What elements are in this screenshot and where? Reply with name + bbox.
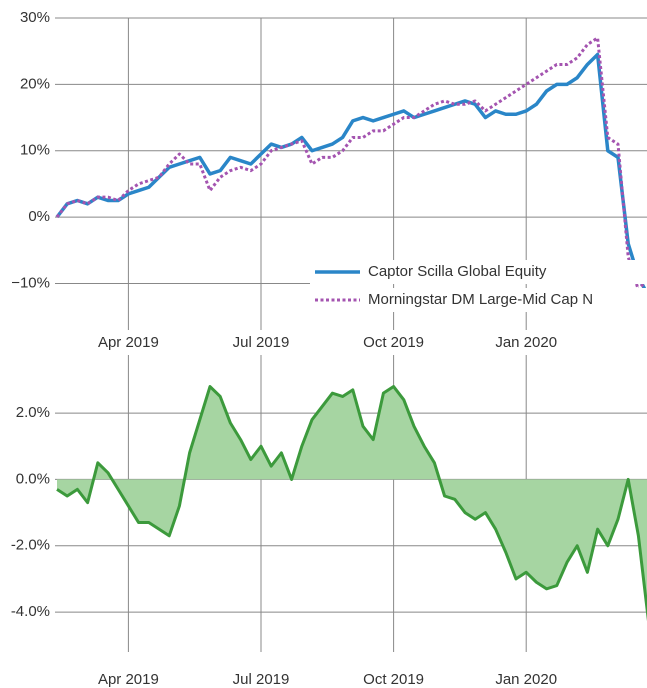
y-tick-label: 0% <box>28 208 50 225</box>
x-tick-label: Oct 2019 <box>363 334 424 351</box>
x-tick-label: Oct 2019 <box>363 671 424 688</box>
y-tick-label: -2.0% <box>11 537 50 554</box>
y-tick-label: -4.0% <box>11 603 50 620</box>
x-tick-label: Jul 2019 <box>233 334 290 351</box>
series-line <box>55 36 647 292</box>
legend-label: Morningstar DM Large-Mid Cap N <box>368 291 593 308</box>
y-tick-label: 20% <box>20 75 50 92</box>
x-tick-label: Apr 2019 <box>98 334 159 351</box>
legend-label: Captor Scilla Global Equity <box>368 263 547 280</box>
x-tick-label: Jul 2019 <box>233 671 290 688</box>
x-tick-label: Jan 2020 <box>495 671 557 688</box>
legend-background <box>310 288 647 312</box>
series-line <box>55 52 647 298</box>
y-tick-label: 10% <box>20 142 50 159</box>
area-fill <box>57 386 647 609</box>
x-tick-label: Jan 2020 <box>495 334 557 351</box>
y-tick-label: 0.0% <box>16 470 50 487</box>
x-tick-label: Apr 2019 <box>98 671 159 688</box>
y-tick-label: 2.0% <box>16 404 50 421</box>
legend-background <box>310 260 647 284</box>
series-line <box>56 385 647 622</box>
y-tick-label: −10% <box>11 274 50 291</box>
y-tick-label: 30% <box>20 9 50 26</box>
